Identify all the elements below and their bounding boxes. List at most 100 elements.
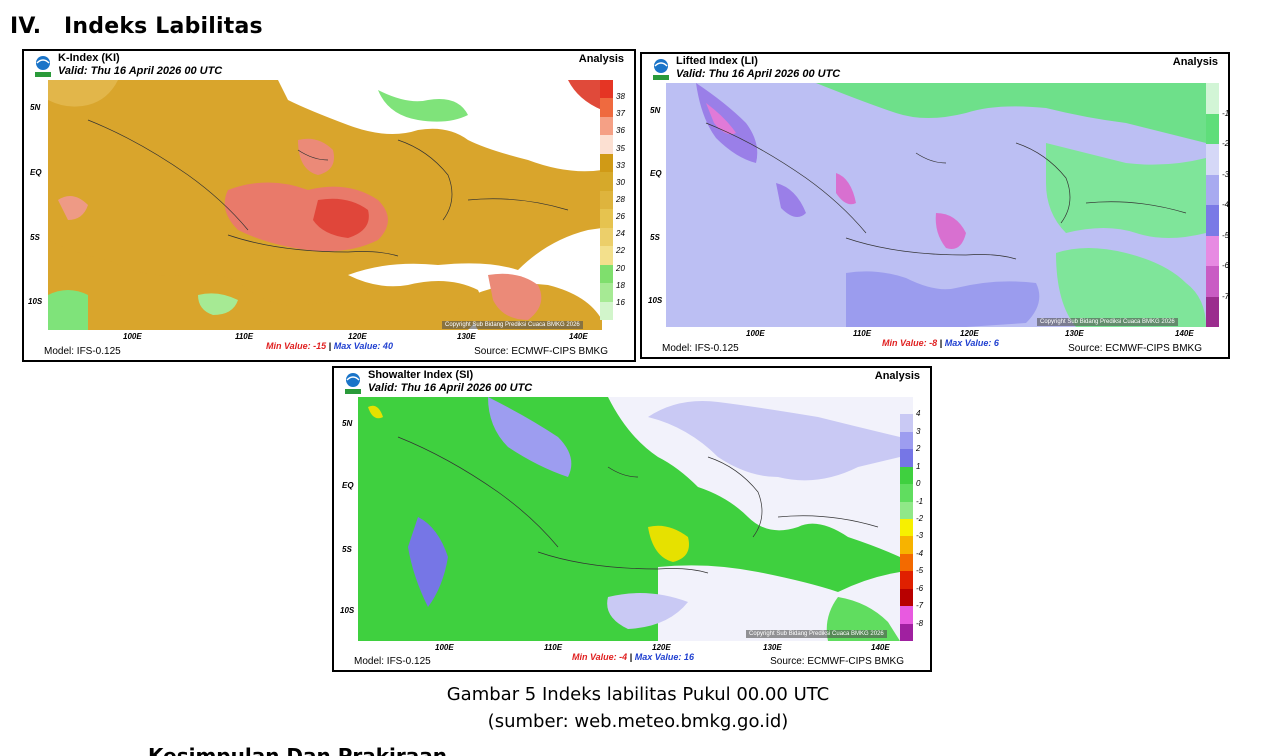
- lon-label: 140E: [1175, 329, 1194, 338]
- colorbar-segment: [900, 466, 913, 485]
- lon-label: 100E: [746, 329, 765, 338]
- colorbar-segment: [1206, 205, 1219, 236]
- lat-label: 5N: [342, 419, 353, 428]
- colorbar-segment: [900, 553, 913, 572]
- colorbar-segment: [900, 536, 913, 554]
- lat-label: 10S: [340, 606, 355, 615]
- colorbar-label: -6: [1222, 261, 1230, 270]
- lat-label: 5S: [30, 233, 40, 242]
- colorbar-label: -6: [916, 583, 924, 593]
- colorbar-label: 28: [616, 195, 625, 204]
- analysis-label: Analysis: [578, 53, 624, 65]
- colorbar: 38 37 36 35 33 30 28 26 24 22 20 18 16: [600, 80, 634, 320]
- figure-caption-line1: Gambar 5 Indeks labilitas Pukul 00.00 UT…: [446, 684, 830, 705]
- li-map-panel: Lifted Index (LI) Valid: Thu 16 April 20…: [640, 52, 1230, 359]
- colorbar-segment: [600, 283, 613, 302]
- lat-label: EQ: [30, 168, 42, 177]
- colorbar-segment: [600, 264, 613, 284]
- lat-label: EQ: [342, 481, 354, 490]
- colorbar-label: 24: [616, 229, 625, 239]
- lon-label: 100E: [435, 643, 454, 652]
- value-separator: |: [939, 338, 943, 348]
- panel-footer: Model: IFS-0.125 Source: ECMWF-CIPS BMKG: [642, 339, 1228, 357]
- colorbar-segment: [900, 431, 913, 450]
- colorbar-label: -8: [916, 618, 924, 628]
- lon-label: 130E: [457, 332, 476, 341]
- colorbar-segment: [1206, 235, 1219, 266]
- colorbar-label: -7: [1222, 291, 1230, 301]
- colorbar-segment: [600, 172, 613, 191]
- panel-header: Showalter Index (SI) Valid: Thu 16 April…: [334, 368, 930, 400]
- max-value: Max Value: 40: [333, 341, 393, 351]
- bmkg-logo: [345, 373, 361, 394]
- bmkg-logo: [653, 59, 669, 80]
- copyright-note: Copyright Sub Bidang Prediksi Cuaca BMKG…: [442, 321, 583, 329]
- section-title: Indeks Labilitas: [64, 14, 263, 39]
- colorbar-label: -5: [1222, 230, 1230, 240]
- colorbar-segment: [900, 571, 913, 589]
- colorbar-label: 18: [616, 280, 625, 290]
- min-value: Min Value: -15: [266, 341, 327, 351]
- source-label: Source: ECMWF-CIPS BMKG: [474, 346, 608, 357]
- lon-label: 120E: [348, 332, 367, 341]
- colorbar-label: -1: [1222, 108, 1230, 118]
- lon-label: 110E: [235, 332, 254, 341]
- colorbar-label: 4: [916, 409, 921, 419]
- lat-label: EQ: [650, 169, 662, 178]
- colorbar-label: 22: [616, 246, 625, 256]
- lat-label: 5N: [30, 103, 41, 112]
- lat-label: 10S: [28, 297, 43, 306]
- min-max-values: Min Value: -15 | Max Value: 40: [266, 341, 393, 351]
- li-map-field: [666, 83, 1206, 327]
- model-label: Model: IFS-0.125: [44, 346, 121, 357]
- colorbar-segment: [600, 209, 613, 228]
- valid-time: Valid: Thu 16 April 2026 00 UTC: [58, 65, 223, 77]
- si-map-field: [358, 397, 900, 641]
- colorbar-segment: [600, 116, 613, 136]
- colorbar-segment: [900, 588, 913, 607]
- colorbar-label: 2: [916, 444, 921, 454]
- source-label: Source: ECMWF-CIPS BMKG: [770, 656, 904, 667]
- valid-time: Valid: Thu 16 April 2026 00 UTC: [368, 382, 533, 394]
- valid-time: Valid: Thu 16 April 2026 00 UTC: [676, 68, 841, 80]
- lat-label: 10S: [648, 296, 663, 305]
- min-max-values: Min Value: -4 | Max Value: 16: [572, 652, 694, 662]
- colorbar-label: 3: [916, 426, 921, 436]
- lon-label: 100E: [123, 332, 142, 341]
- panel-footer: Model: IFS-0.125 Source: ECMWF-CIPS BMKG: [24, 342, 634, 360]
- colorbar-segment: [600, 98, 613, 117]
- colorbar-segment: [600, 153, 613, 173]
- next-section-heading: Kesimpulan Dan Prakiraan: [148, 744, 447, 756]
- colorbar: 4 3 2 1 0 -1 -2 -3 -4 -5 -6 -7 -8: [900, 397, 930, 641]
- colorbar-segment: [1206, 174, 1219, 205]
- colorbar-segment: [600, 135, 613, 154]
- colorbar-label: -3: [1222, 169, 1230, 179]
- colorbar-segment: [600, 301, 613, 320]
- ki-map-panel: K-Index (KI) Valid: Thu 16 April 2026 00…: [22, 49, 636, 362]
- colorbar-label: 1: [916, 461, 921, 471]
- colorbar-label: -5: [916, 566, 924, 576]
- colorbar-segment: [600, 190, 613, 210]
- value-separator: |: [629, 652, 633, 662]
- figure-caption-line2: (sumber: web.meteo.bmkg.go.id): [487, 711, 789, 732]
- analysis-label: Analysis: [1172, 56, 1218, 68]
- colorbar-label: -2: [1222, 139, 1230, 148]
- colorbar-segment: [900, 623, 913, 641]
- value-separator: |: [328, 341, 332, 351]
- min-value: Min Value: -8: [882, 338, 938, 348]
- colorbar-label: 26: [616, 212, 625, 222]
- lat-label: 5S: [650, 233, 660, 242]
- colorbar-label: 20: [616, 263, 625, 273]
- lon-label: 120E: [652, 643, 671, 652]
- colorbar-label: 35: [616, 143, 625, 153]
- min-value: Min Value: -4: [572, 652, 628, 662]
- lon-label: 120E: [960, 329, 979, 338]
- colorbar-label: -4: [1222, 200, 1230, 209]
- panel-header: K-Index (KI) Valid: Thu 16 April 2026 00…: [24, 51, 634, 83]
- colorbar-segment: [1206, 296, 1219, 327]
- analysis-label: Analysis: [874, 370, 920, 382]
- colorbar-segment: [1206, 113, 1219, 144]
- lon-label: 140E: [871, 643, 890, 652]
- bmkg-logo: [35, 56, 51, 77]
- colorbar-label: 38: [616, 92, 625, 102]
